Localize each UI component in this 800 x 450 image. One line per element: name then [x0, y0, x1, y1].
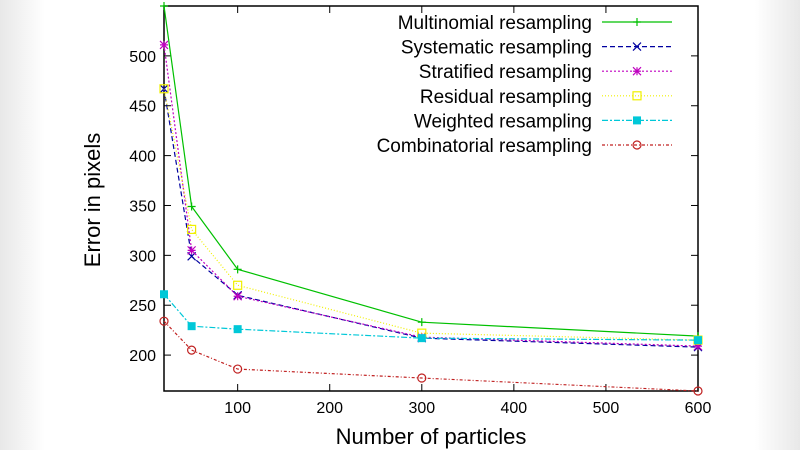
data-point — [159, 316, 169, 326]
data-point — [187, 224, 197, 235]
data-point — [187, 202, 196, 211]
legend-marker — [633, 18, 641, 26]
legend-marker — [632, 91, 642, 101]
data-point — [233, 364, 243, 374]
legend-marker — [633, 116, 641, 125]
data-point — [187, 345, 197, 355]
legend-label: Stratified resampling — [419, 62, 592, 83]
series-line-3 — [163, 88, 699, 341]
data-point — [233, 291, 243, 301]
data-point — [159, 84, 169, 94]
data-point — [417, 373, 427, 383]
plot-frame — [163, 5, 699, 392]
legend-label: Systematic resampling — [401, 38, 592, 59]
series-line-4 — [163, 293, 699, 341]
legend-label: Residual resampling — [420, 87, 592, 108]
y-tick-label: 350 — [129, 198, 156, 215]
y-axis-label: Error in pixels — [80, 133, 105, 267]
legend-marker — [632, 140, 642, 150]
x-tick-label: 500 — [593, 400, 620, 417]
background-edge-right — [755, 0, 800, 450]
data-point — [160, 290, 168, 299]
legend-label: Multinomial resampling — [398, 13, 592, 34]
x-axis-label: Number of particles — [336, 424, 527, 449]
x-tick-label: 200 — [316, 400, 343, 417]
x-tick-label: 400 — [501, 400, 528, 417]
data-point — [187, 322, 196, 331]
background-edge-left — [0, 0, 45, 450]
series-line-1 — [163, 88, 699, 348]
y-tick-label: 300 — [129, 248, 156, 265]
data-point — [187, 245, 197, 255]
data-point — [233, 280, 243, 290]
data-point — [417, 334, 426, 343]
x-tick-label: 600 — [685, 400, 712, 417]
series-line-5 — [163, 320, 699, 392]
y-tick-label: 500 — [129, 49, 156, 66]
x-tick-label: 100 — [224, 400, 251, 417]
x-tick-label: 300 — [408, 400, 435, 417]
data-point — [693, 386, 703, 396]
data-point — [160, 2, 168, 10]
data-point — [233, 325, 242, 334]
legend-label: Combinatorial resampling — [377, 136, 592, 157]
data-point — [159, 40, 169, 50]
y-tick-label: 250 — [129, 298, 156, 315]
data-point — [233, 265, 242, 274]
data-point — [417, 318, 426, 327]
legend-marker — [632, 42, 642, 52]
data-point — [694, 336, 702, 345]
legend-marker — [632, 66, 642, 76]
y-tick-label: 200 — [129, 348, 156, 365]
data-point — [693, 341, 703, 351]
legend-label: Weighted resampling — [414, 111, 592, 132]
y-tick-label: 400 — [129, 149, 156, 166]
y-tick-label: 450 — [129, 99, 156, 116]
